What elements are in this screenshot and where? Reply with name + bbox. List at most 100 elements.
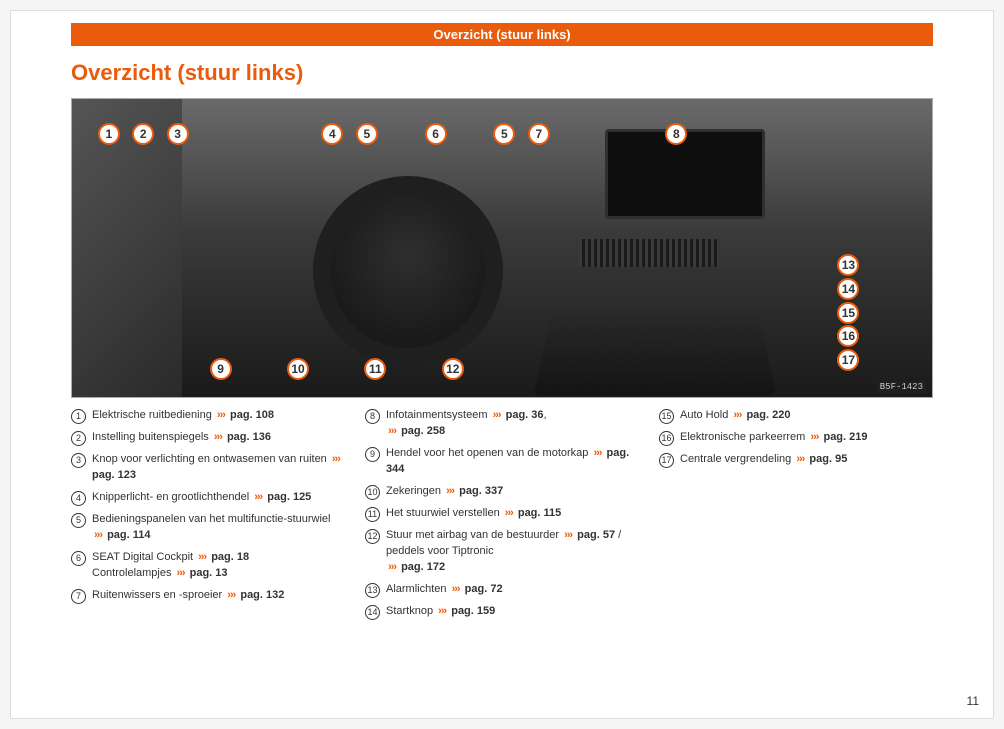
legend-text: Bedieningspanelen van het multifunctie-s…: [92, 512, 345, 544]
chevron-icon: ›››: [177, 567, 185, 579]
page-ref: pag. 337: [459, 485, 503, 497]
legend-label: Zekeringen: [386, 485, 441, 497]
legend-item-17: 17 Centrale vergrendeling ››› pag. 95: [659, 452, 933, 468]
legend-item-3: 3Knop voor verlichting en ontwasemen van…: [71, 452, 345, 484]
legend-label: Controlelampjes: [92, 567, 171, 579]
chevron-icon: ›››: [505, 507, 513, 519]
legend-num: 4: [71, 491, 86, 506]
legend-col-3: 15 Auto Hold ››› pag. 220 16Elektronische …: [659, 408, 933, 626]
legend-text: Ruitenwissers en -sproeier ››› pag. 132: [92, 588, 345, 604]
page-ref: pag. 72: [465, 583, 503, 595]
chevron-icon: ›››: [254, 491, 262, 503]
legend-label: Auto Hold: [680, 409, 728, 421]
callout-2: 2: [132, 123, 154, 145]
chevron-icon: ›››: [452, 583, 460, 595]
chevron-icon: ›››: [564, 529, 572, 541]
callout-5: 5: [356, 123, 378, 145]
chevron-icon: ›››: [733, 409, 741, 421]
page-ref: pag. 18: [211, 551, 249, 563]
legend-item-15: 15 Auto Hold ››› pag. 220: [659, 408, 933, 424]
chevron-icon: ›››: [198, 551, 206, 563]
legend-label: SEAT Digital Cockpit: [92, 551, 193, 563]
chevron-icon: ›››: [493, 409, 501, 421]
legend-col-2: 8 Infotainmentsysteem ››› pag. 36,››› pag…: [365, 408, 639, 626]
legend-col-1: 1 Elektrische ruitbediening ››› pag. 108 2…: [71, 408, 345, 626]
chevron-icon: ›››: [217, 409, 225, 421]
page-ref: pag. 115: [518, 507, 561, 519]
air-vents-shape: [579, 239, 719, 267]
door-shape: [72, 99, 182, 397]
center-console-shape: [533, 302, 776, 395]
infotainment-shape: [605, 129, 765, 219]
manual-page: Overzicht (stuur links) Overzicht (stuur…: [10, 10, 994, 719]
legend-text: Elektrische ruitbediening ››› pag. 108: [92, 408, 345, 424]
callout-5: 5: [493, 123, 515, 145]
callout-13: 13: [837, 254, 859, 276]
legend-item-6: 6 SEAT Digital Cockpit ››› pag. 18 Control…: [71, 550, 345, 582]
legend-num: 13: [365, 583, 380, 598]
legend-item-16: 16Elektronische parkeerrem ››› pag. 219: [659, 430, 933, 446]
legend-text: Auto Hold ››› pag. 220: [680, 408, 933, 424]
legend-label: Bedieningspanelen van het multifunctie-s…: [92, 513, 330, 525]
legend-text: Infotainmentsysteem ››› pag. 36,››› pag.…: [386, 408, 639, 440]
callout-1: 1: [98, 123, 120, 145]
legend-label: Elektrische ruitbediening: [92, 409, 212, 421]
page-ref: pag. 13: [190, 567, 228, 579]
callout-6: 6: [425, 123, 447, 145]
page-ref: pag. 172: [401, 561, 445, 573]
legend-num: 8: [365, 409, 380, 424]
legend-text: SEAT Digital Cockpit ››› pag. 18 Controle…: [92, 550, 345, 582]
legend-item-14: 14Startknop ››› pag. 159: [365, 604, 639, 620]
legend-label: Hendel voor het openen van de motorkap: [386, 447, 588, 459]
legend-item-9: 9Hendel voor het openen van de motorkap …: [365, 446, 639, 478]
callout-10: 10: [287, 358, 309, 380]
page-ref: pag. 136: [227, 431, 271, 443]
legend-text: Knop voor verlichting en ontwasemen van …: [92, 452, 345, 484]
page-ref: pag. 95: [809, 453, 847, 465]
page-ref: pag. 114: [107, 529, 150, 541]
page-number: 11: [967, 694, 979, 708]
page-ref: pag. 258: [401, 425, 445, 437]
callout-17: 17: [837, 349, 859, 371]
legend-label: Instelling buitenspiegels: [92, 431, 209, 443]
legend-text: Hendel voor het openen van de motorkap ›…: [386, 446, 639, 478]
chevron-icon: ›››: [227, 589, 235, 601]
callout-9: 9: [210, 358, 232, 380]
legend-num: 6: [71, 551, 86, 566]
legend-label: Alarmlichten: [386, 583, 447, 595]
legend-item-7: 7 Ruitenwissers en -sproeier ››› pag. 132: [71, 588, 345, 604]
legend-label: Infotainmentsysteem: [386, 409, 488, 421]
legend-label: Elektronische parkeerrem: [680, 431, 805, 443]
chevron-icon: ›››: [332, 453, 340, 465]
legend-label: Stuur met airbag van de bestuurder: [386, 529, 559, 541]
legend-item-8: 8 Infotainmentsysteem ››› pag. 36,››› pag…: [365, 408, 639, 440]
legend-item-5: 5Bedieningspanelen van het multifunctie-…: [71, 512, 345, 544]
chevron-icon: ›››: [388, 425, 396, 437]
legend-item-2: 2Instelling buitenspiegels ››› pag. 136: [71, 430, 345, 446]
page-ref: pag. 219: [823, 431, 867, 443]
chevron-icon: ›››: [796, 453, 804, 465]
legend-label: Centrale vergrendeling: [680, 453, 791, 465]
chevron-icon: ›››: [593, 447, 601, 459]
chevron-icon: ›››: [438, 605, 446, 617]
callout-12: 12: [442, 358, 464, 380]
legend-item-4: 4 Knipperlicht- en grootlichthendel ››› p…: [71, 490, 345, 506]
legend-text: Knipperlicht- en grootlichthendel ››› pa…: [92, 490, 345, 506]
legend-num: 15: [659, 409, 674, 424]
legend-num: 7: [71, 589, 86, 604]
legend-num: 1: [71, 409, 86, 424]
legend-text: Alarmlichten ››› pag. 72: [386, 582, 639, 598]
page-ref: pag. 159: [451, 605, 495, 617]
page-ref: pag. 123: [92, 469, 136, 481]
legend-item-11: 11Het stuurwiel verstellen ››› pag. 115: [365, 506, 639, 522]
legend-item-13: 13 Alarmlichten ››› pag. 72: [365, 582, 639, 598]
page-title: Overzicht (stuur links): [71, 60, 933, 86]
image-code: B5F-1423: [877, 381, 926, 393]
callout-4: 4: [321, 123, 343, 145]
page-ref: pag. 57: [577, 529, 615, 541]
page-ref: pag. 108: [230, 409, 274, 421]
legend-text: Instelling buitenspiegels ››› pag. 136: [92, 430, 345, 446]
legend-num: 17: [659, 453, 674, 468]
chevron-icon: ›››: [446, 485, 454, 497]
callout-7: 7: [528, 123, 550, 145]
